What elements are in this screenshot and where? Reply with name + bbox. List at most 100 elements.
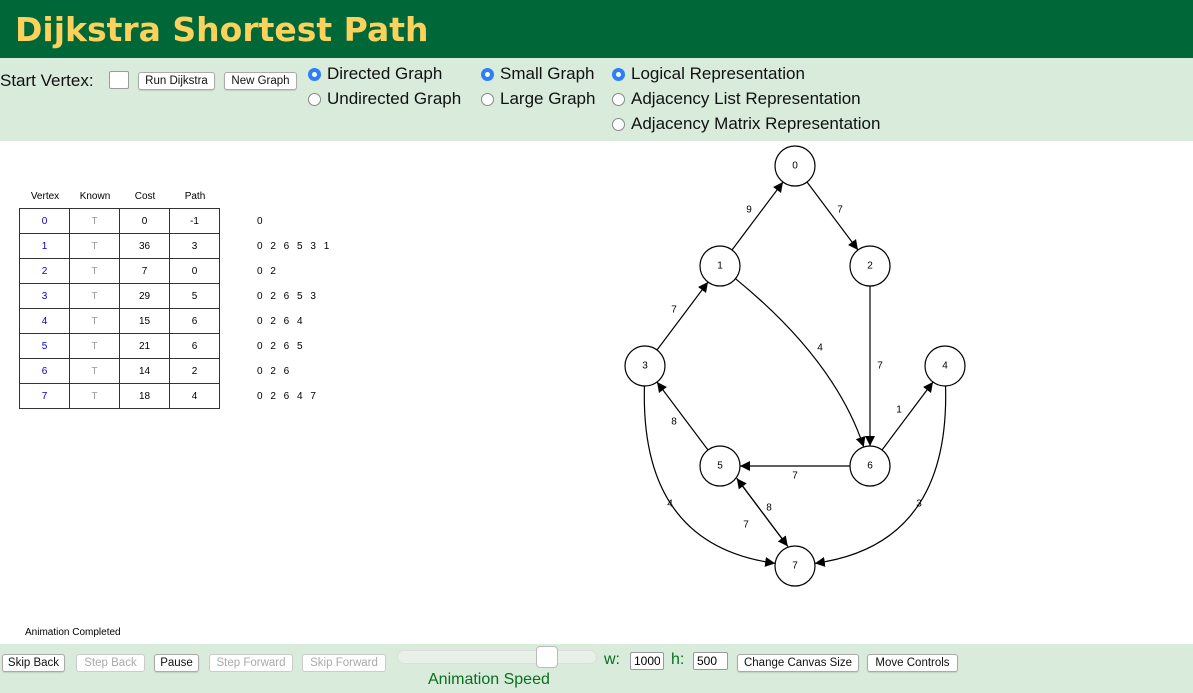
graph-vertex-0 bbox=[774, 145, 816, 187]
app-header: Dijkstra Shortest Path bbox=[0, 0, 1193, 58]
graph-vertex-5 bbox=[699, 445, 741, 487]
radio-adjacency-list-representation[interactable]: Adjacency List Representation bbox=[612, 89, 861, 109]
known-cell: T bbox=[69, 283, 120, 309]
height-label: h: bbox=[671, 651, 685, 668]
radio-selected-icon bbox=[612, 67, 625, 81]
change-canvas-size-button[interactable]: Change Canvas Size bbox=[737, 654, 859, 672]
new-graph-button[interactable]: New Graph bbox=[224, 72, 297, 90]
graph-edge-3-1 bbox=[656, 281, 709, 351]
vertex-label: 7 bbox=[792, 561, 798, 572]
edge-weight-label: 4 bbox=[667, 499, 673, 510]
table-row: 7 T 18 4 bbox=[19, 383, 220, 409]
full-path-text: 0 bbox=[257, 216, 263, 227]
edge-weight-label: 3 bbox=[916, 499, 922, 510]
radio-logical-representation[interactable]: Logical Representation bbox=[612, 64, 805, 84]
path-cell: 5 bbox=[169, 283, 220, 309]
radio-large-graph[interactable]: Large Graph bbox=[481, 89, 595, 109]
status-message: Animation Completed bbox=[25, 627, 121, 638]
radio-unselected-icon bbox=[308, 92, 321, 106]
full-path-text: 0 2 6 5 bbox=[257, 341, 303, 352]
graph-vertex-6 bbox=[849, 445, 891, 487]
vertex-label: 1 bbox=[717, 261, 723, 272]
skip-back-button[interactable]: Skip Back bbox=[2, 654, 65, 672]
table-header-known: Known bbox=[79, 191, 111, 202]
radio-label: Adjacency List Representation bbox=[631, 89, 861, 108]
path-cell: 0 bbox=[169, 258, 220, 284]
vertex-cell: 4 bbox=[19, 308, 70, 334]
cost-cell: 29 bbox=[119, 283, 170, 309]
table-header-path: Path bbox=[184, 191, 206, 202]
radio-unselected-icon bbox=[481, 92, 494, 106]
table-header-vertex: Vertex bbox=[30, 191, 60, 202]
graph-vertex-7 bbox=[774, 545, 816, 587]
vertex-cell: 2 bbox=[19, 258, 70, 284]
vertex-label: 5 bbox=[717, 461, 723, 472]
radio-label: Adjacency Matrix Representation bbox=[631, 114, 881, 133]
radio-label: Directed Graph bbox=[327, 64, 443, 83]
radio-label: Undirected Graph bbox=[327, 89, 462, 108]
graph-vertex-4 bbox=[924, 345, 966, 387]
animation-speed-slider[interactable] bbox=[397, 646, 597, 668]
edge-weight-label: 7 bbox=[877, 361, 883, 372]
full-path-text: 0 2 bbox=[257, 266, 276, 277]
edge-weight-label: 8 bbox=[671, 417, 677, 428]
vertex-label: 0 bbox=[792, 161, 798, 172]
radio-unselected-icon bbox=[612, 117, 625, 131]
table-row: 4 T 15 6 bbox=[19, 308, 220, 334]
full-path-text: 0 2 6 4 bbox=[257, 316, 303, 327]
vertex-cell: 1 bbox=[19, 233, 70, 259]
step-forward-button[interactable]: Step Forward bbox=[209, 654, 293, 672]
path-cell: 6 bbox=[169, 308, 220, 334]
cost-cell: 18 bbox=[119, 383, 170, 409]
radio-undirected-graph[interactable]: Undirected Graph bbox=[308, 89, 461, 109]
edge-weight-label: 7 bbox=[837, 205, 843, 216]
cost-cell: 14 bbox=[119, 358, 170, 384]
move-controls-button[interactable]: Move Controls bbox=[867, 654, 958, 672]
radio-label: Small Graph bbox=[500, 64, 595, 83]
canvas-width-input[interactable] bbox=[630, 652, 664, 670]
run-dijkstra-button[interactable]: Run Dijkstra bbox=[138, 72, 215, 90]
step-back-button[interactable]: Step Back bbox=[76, 654, 145, 672]
graph-edge-1-6 bbox=[735, 278, 866, 448]
path-cell: 4 bbox=[169, 383, 220, 409]
page-title: Dijkstra Shortest Path bbox=[15, 10, 429, 49]
skip-forward-button[interactable]: Skip Forward bbox=[302, 654, 386, 672]
edge-weight-label: 8 bbox=[766, 503, 772, 514]
known-cell: T bbox=[69, 233, 120, 259]
dijkstra-table: 0 T 0 -1 1 T 36 3 2 T 7 0 3 T 29 5 4 T 15 6 5 T 21 6 6 T 14 2 7 T 18 4 bbox=[19, 208, 220, 409]
edge-weight-label: 7 bbox=[671, 305, 677, 316]
animation-speed-label: Animation Speed bbox=[428, 671, 550, 688]
slider-thumb[interactable] bbox=[536, 646, 558, 668]
vertex-label: 4 bbox=[942, 361, 948, 372]
table-row: 6 T 14 2 bbox=[19, 358, 220, 384]
path-cell: -1 bbox=[169, 208, 220, 234]
full-path-text: 0 2 6 bbox=[257, 366, 290, 377]
graph-edge-5-7 bbox=[736, 478, 789, 547]
edge-weight-label: 4 bbox=[817, 343, 823, 354]
graph-edge-0-2 bbox=[806, 181, 859, 251]
radio-directed-graph[interactable]: Directed Graph bbox=[308, 64, 442, 84]
vertex-label: 6 bbox=[867, 461, 873, 472]
graph-edge-1-0 bbox=[731, 181, 784, 251]
path-cell: 2 bbox=[169, 358, 220, 384]
vertex-cell: 6 bbox=[19, 358, 70, 384]
graph-vertex-3 bbox=[624, 345, 666, 387]
edge-weight-label: 9 bbox=[746, 205, 752, 216]
radio-unselected-icon bbox=[612, 92, 625, 106]
graph-vertex-1 bbox=[699, 245, 741, 287]
pause-button[interactable]: Pause bbox=[154, 654, 199, 672]
start-vertex-input[interactable] bbox=[109, 71, 129, 89]
edge-weight-label: 7 bbox=[743, 520, 749, 531]
radio-adjacency-matrix-representation[interactable]: Adjacency Matrix Representation bbox=[612, 114, 880, 134]
radio-small-graph[interactable]: Small Graph bbox=[481, 64, 594, 84]
full-path-text: 0 2 6 5 3 bbox=[257, 291, 316, 302]
path-cell: 6 bbox=[169, 333, 220, 359]
graph-vertex-2 bbox=[849, 245, 891, 287]
radio-selected-icon bbox=[308, 67, 321, 81]
canvas-height-input[interactable] bbox=[693, 652, 728, 670]
vertex-label: 2 bbox=[867, 261, 873, 272]
full-path-text: 0 2 6 5 3 1 bbox=[257, 241, 330, 252]
cost-cell: 15 bbox=[119, 308, 170, 334]
